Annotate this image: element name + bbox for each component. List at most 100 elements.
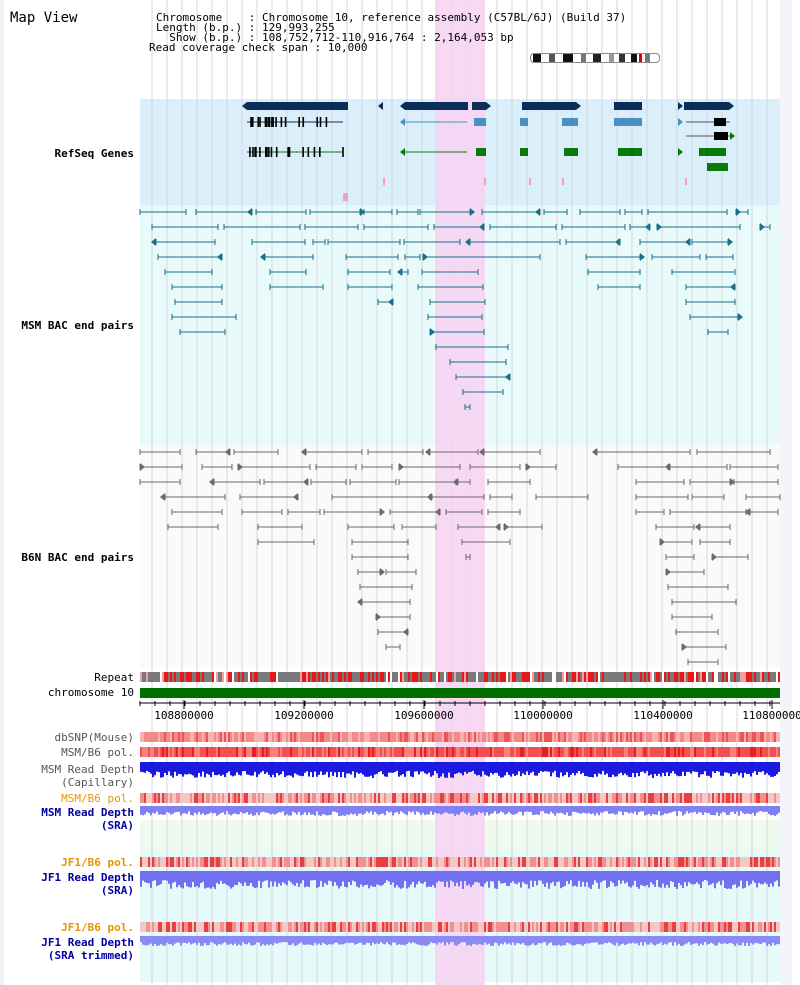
read-depth-bar — [220, 871, 222, 881]
read-depth-bar — [600, 936, 602, 945]
repeat-segment — [728, 672, 730, 682]
read-depth-bar — [148, 936, 150, 945]
read-depth-bar — [714, 871, 716, 889]
read-depth-bar — [192, 936, 194, 944]
polymorphism-cell — [204, 732, 206, 742]
read-depth-bar — [188, 762, 190, 774]
read-depth-bar — [718, 762, 720, 772]
read-depth-bar — [612, 762, 614, 775]
polymorphism-cell — [528, 732, 530, 742]
polymorphism-cell — [414, 747, 416, 757]
polymorphism-cell — [448, 793, 450, 803]
track-label-msm-bac-end-pairs[interactable]: MSM BAC end pairs — [21, 319, 134, 332]
read-depth-bar — [144, 762, 146, 773]
polymorphism-cell — [230, 793, 232, 803]
read-depth-bar — [674, 762, 676, 774]
read-depth-bar — [648, 806, 650, 814]
polymorphism-cell — [470, 857, 472, 867]
polymorphism-cell — [766, 732, 768, 742]
read-depth-bar — [556, 762, 558, 778]
polymorphism-cell — [184, 922, 186, 932]
read-depth-bar — [470, 806, 472, 816]
polymorphism-cell — [268, 732, 270, 742]
polymorphism-cell — [246, 747, 248, 757]
polymorphism-cell — [230, 747, 232, 757]
polymorphism-cell — [702, 732, 704, 742]
polymorphism-cell — [684, 857, 686, 867]
read-depth-bar — [270, 806, 272, 815]
polymorphism-cell — [722, 857, 724, 867]
polymorphism-cell — [698, 922, 700, 932]
polymorphism-cell — [340, 793, 342, 803]
polymorphism-cell — [426, 922, 428, 932]
polymorphism-cell — [508, 793, 510, 803]
polymorphism-cell — [678, 922, 680, 932]
read-depth-bar — [708, 806, 710, 814]
polymorphism-cell — [396, 857, 398, 867]
polymorphism-cell — [564, 732, 566, 742]
polymorphism-cell — [606, 857, 608, 867]
read-depth-bar — [346, 871, 348, 888]
polymorphism-cell — [692, 922, 694, 932]
polymorphism-cell — [494, 922, 496, 932]
track-label-b6n-bac-end-pairs[interactable]: B6N BAC end pairs — [21, 551, 134, 564]
read-depth-bar — [752, 806, 754, 813]
read-depth-bar — [606, 871, 608, 888]
read-depth-bar — [376, 936, 378, 944]
read-depth-bar — [206, 762, 208, 774]
read-depth-bar — [672, 936, 674, 946]
read-depth-bar — [276, 762, 278, 774]
read-depth-bar — [312, 762, 314, 778]
polymorphism-cell — [196, 922, 198, 932]
read-depth-bar — [586, 871, 588, 883]
read-depth-bar — [302, 762, 304, 777]
polymorphism-cell — [664, 732, 666, 742]
read-depth-bar — [632, 762, 634, 774]
read-depth-bar — [180, 762, 182, 775]
read-depth-bar — [360, 806, 362, 814]
read-depth-bar — [556, 871, 558, 882]
read-depth-bar — [736, 806, 738, 812]
polymorphism-cell — [352, 922, 354, 932]
read-depth-bar — [630, 762, 632, 778]
polymorphism-cell — [488, 732, 490, 742]
polymorphism-cell — [148, 793, 150, 803]
polymorphism-cell — [746, 747, 748, 757]
polymorphism-cell — [222, 732, 224, 742]
polymorphism-cell — [360, 857, 362, 867]
read-depth-bar — [394, 936, 396, 943]
polymorphism-cell — [692, 793, 694, 803]
polymorphism-cell — [548, 857, 550, 867]
repeat-segment — [716, 672, 718, 682]
polymorphism-cell — [328, 747, 330, 757]
polymorphism-cell — [678, 857, 680, 867]
polymorphism-cell — [288, 857, 290, 867]
repeat-segment — [350, 672, 352, 682]
polymorphism-cell — [346, 732, 348, 742]
strand-arrow — [435, 508, 440, 516]
read-depth-bar — [760, 806, 762, 812]
polymorphism-cell — [172, 922, 174, 932]
polymorphism-cell — [382, 747, 384, 757]
read-depth-bar — [520, 762, 522, 777]
polymorphism-cell — [168, 793, 170, 803]
polymorphism-cell — [324, 922, 326, 932]
read-depth-bar — [436, 806, 438, 814]
polymorphism-cell — [552, 747, 554, 757]
read-depth-bar — [462, 762, 464, 776]
polymorphism-cell — [292, 747, 294, 757]
track-label-refseq-genes[interactable]: RefSeq Genes — [54, 147, 134, 160]
repeat-segment — [314, 672, 316, 682]
polymorphism-cell — [554, 732, 556, 742]
read-depth-bar — [628, 871, 630, 887]
chromosome-ideogram[interactable] — [530, 53, 660, 63]
read-depth-bar — [460, 871, 462, 882]
polymorphism-cell — [652, 747, 654, 757]
strand-arrow — [685, 238, 690, 246]
read-depth-bar — [710, 936, 712, 943]
read-depth-bar — [534, 762, 536, 776]
repeat-segment — [268, 672, 270, 682]
read-depth-bar — [184, 936, 186, 943]
read-depth-bar — [482, 806, 484, 813]
read-depth-bar — [166, 806, 168, 812]
